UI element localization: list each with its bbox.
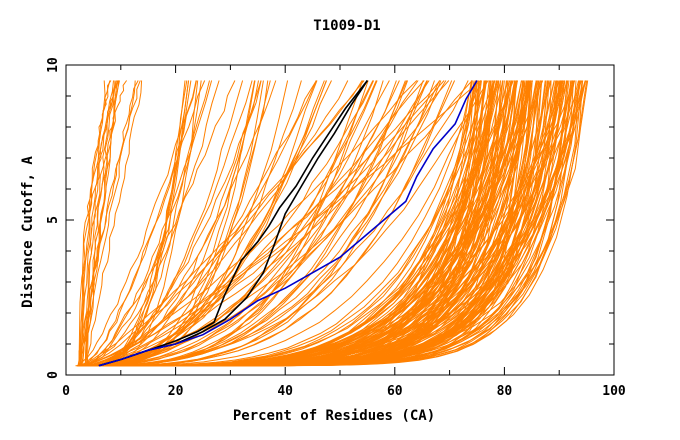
y-tick-label-5: 5 xyxy=(46,216,61,224)
model-line-8 xyxy=(84,80,143,366)
model-line-7 xyxy=(82,80,117,366)
x-tick-label-40: 40 xyxy=(277,384,293,399)
model-line-3 xyxy=(86,80,128,366)
y-tick-label-0: 0 xyxy=(46,371,61,379)
model-line-38 xyxy=(80,80,428,367)
axis-ticks xyxy=(65,64,615,376)
model-line-60 xyxy=(88,80,473,367)
x-tick-label-80: 80 xyxy=(497,384,513,399)
chart-title: T1009-D1 xyxy=(313,18,380,34)
y-axis-label: Distance Cutoff, A xyxy=(20,156,36,308)
model-line-46 xyxy=(80,80,425,367)
blue-model-line xyxy=(98,80,478,367)
model-line-10 xyxy=(85,80,120,366)
x-tick-label-100: 100 xyxy=(602,384,626,399)
model-line-23 xyxy=(88,80,445,367)
model-line-71 xyxy=(79,80,365,367)
model-line-66 xyxy=(90,80,430,367)
x-tick-label-20: 20 xyxy=(168,384,184,399)
black-model-1-line xyxy=(98,80,369,367)
x-axis-label: Percent of Residues (CA) xyxy=(233,408,435,424)
model-line-14 xyxy=(79,80,120,366)
model-line-28 xyxy=(77,80,197,367)
model-line-64 xyxy=(90,80,244,367)
model-line-70 xyxy=(89,80,482,367)
model-line-13 xyxy=(78,80,111,366)
model-line-79 xyxy=(93,80,277,367)
model-line-41 xyxy=(84,80,206,367)
x-tick-label-60: 60 xyxy=(387,384,403,399)
model-line-36 xyxy=(90,80,318,367)
model-line-5 xyxy=(79,80,116,366)
model-line-59 xyxy=(81,80,213,367)
model-line-82 xyxy=(91,80,397,367)
background-model-lines xyxy=(75,80,589,367)
y-tick-label-10: 10 xyxy=(46,57,61,73)
model-line-53 xyxy=(80,80,374,367)
model-line-15 xyxy=(84,80,139,366)
model-line-27 xyxy=(84,80,363,367)
axis-tick-labels: 0 20 40 60 80 100 0 5 10 xyxy=(46,57,626,399)
model-line-81 xyxy=(88,80,190,367)
model-line-78 xyxy=(85,80,375,367)
model-line-74 xyxy=(83,80,418,367)
model-line-77 xyxy=(77,80,400,367)
highlight-model-lines xyxy=(98,80,478,367)
model-line-67 xyxy=(80,80,328,367)
x-tick-label-0: 0 xyxy=(62,384,70,399)
model-line-85 xyxy=(79,80,447,367)
model-line-255 xyxy=(90,80,530,367)
model-line-11 xyxy=(78,80,112,366)
